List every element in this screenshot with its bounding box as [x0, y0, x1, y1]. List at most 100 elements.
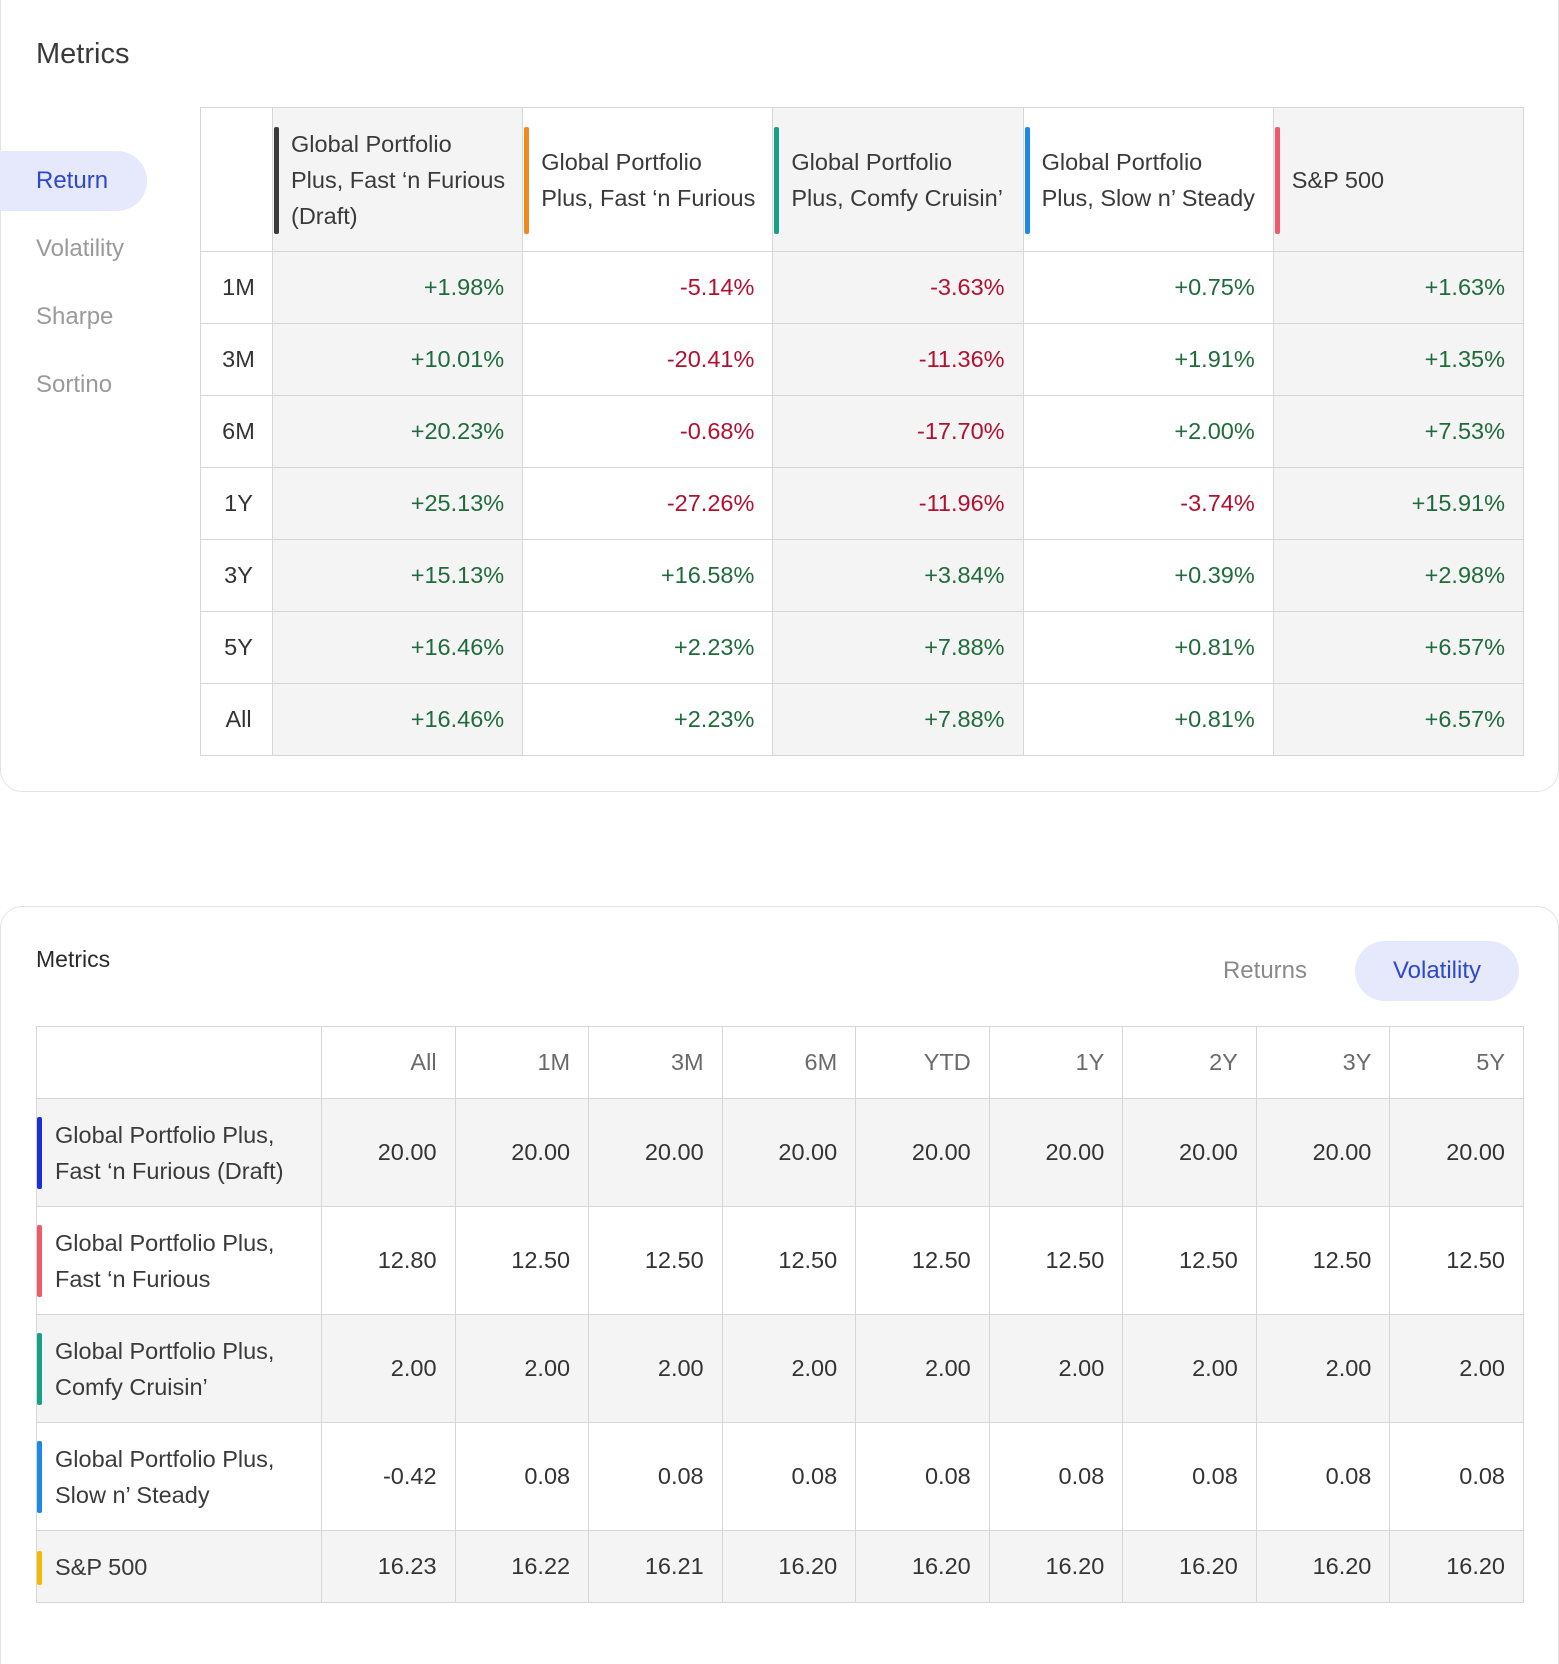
- volatility-value-cell: 0.08: [721, 1422, 857, 1531]
- returns-table: Global Portfolio Plus, Fast ‘n Furious (…: [200, 107, 1525, 756]
- volatility-value-cell: 20.00: [1389, 1098, 1524, 1207]
- volatility-value-cell: 16.20: [1255, 1530, 1391, 1603]
- return-value-cell: -11.96%: [772, 467, 1024, 540]
- volatility-value-cell: 20.00: [721, 1098, 857, 1207]
- volatility-value-cell: 16.20: [988, 1530, 1124, 1603]
- volatility-value-cell: 2.00: [454, 1314, 590, 1423]
- nav-item-sortino[interactable]: Sortino: [36, 371, 113, 398]
- row-label: 3M: [200, 323, 273, 396]
- volatility-value-cell: 16.22: [454, 1530, 590, 1603]
- column-header-label: Global Portfolio Plus, Slow n’ Steady: [1041, 148, 1255, 211]
- nav-item-sharpe[interactable]: Sharpe: [36, 303, 114, 330]
- series-color-bar: [37, 1441, 42, 1513]
- toggle-returns[interactable]: Returns: [1222, 957, 1308, 984]
- series-color-bar: [524, 127, 530, 234]
- series-color-bar: [774, 127, 780, 234]
- column-header: 1Y: [988, 1026, 1124, 1099]
- series-color-bar: [37, 1551, 42, 1585]
- column-header: 1M: [454, 1026, 590, 1099]
- volatility-value-cell: 12.80: [321, 1206, 456, 1315]
- nav-item-return[interactable]: Return: [0, 151, 147, 211]
- return-value-cell: -0.68%: [522, 395, 774, 468]
- volatility-value-cell: 20.00: [454, 1098, 590, 1207]
- row-name-line: Global Portfolio Plus,: [55, 1121, 275, 1148]
- table-row: 6M +20.23% -0.68% -17.70% +2.00% +7.53%: [200, 395, 1525, 468]
- metrics-title: Metrics: [36, 946, 111, 972]
- table-row: 1Y +25.13% -27.26% -11.96% -3.74% +15.91%: [200, 467, 1525, 540]
- volatility-value-cell: 0.08: [855, 1422, 990, 1531]
- volatility-value-cell: 12.50: [988, 1206, 1124, 1315]
- return-value-cell: +16.58%: [522, 539, 774, 612]
- series-color-bar: [1274, 127, 1280, 234]
- table-row: S&P 500 16.23 16.22 16.21 16.20 16.20 16.20 16.…: [36, 1530, 1524, 1603]
- corner-cell: [200, 107, 273, 252]
- volatility-value-cell: 12.50: [721, 1206, 857, 1315]
- row-label: 5Y: [200, 611, 273, 684]
- return-value-cell: +1.35%: [1272, 323, 1525, 396]
- volatility-value-cell: 2.00: [321, 1314, 456, 1423]
- table-row: Global Portfolio Plus, Fast ‘n Furious (D…: [36, 1098, 1524, 1207]
- return-value-cell: +0.81%: [1022, 611, 1274, 684]
- volatility-value-cell: 2.00: [988, 1314, 1124, 1423]
- table-row: Global Portfolio Plus, Slow n’ Steady -0.4…: [36, 1422, 1524, 1531]
- series-color-bar: [274, 127, 279, 234]
- column-header: 2Y: [1122, 1026, 1257, 1099]
- column-header: Global Portfolio Plus, Comfy Cruisin’: [772, 107, 1024, 252]
- table-row: 1M +1.98% -5.14% -3.63% +0.75% +1.63%: [200, 251, 1525, 324]
- row-name-cell: Global Portfolio Plus, Fast ‘n Furious: [36, 1206, 322, 1315]
- column-header: YTD: [855, 1026, 990, 1099]
- volatility-value-cell: 2.00: [1122, 1314, 1257, 1423]
- return-value-cell: +15.13%: [271, 539, 524, 612]
- series-color-bar: [37, 1333, 42, 1405]
- volatility-value-cell: 20.00: [1255, 1098, 1391, 1207]
- row-name-line: Fast ‘n Furious (Draft): [55, 1157, 284, 1184]
- return-value-cell: +2.23%: [522, 611, 774, 684]
- row-name-line: Slow n’ Steady: [55, 1481, 210, 1508]
- volatility-value-cell: 0.08: [588, 1422, 723, 1531]
- volatility-value-cell: 20.00: [855, 1098, 990, 1207]
- column-header: 3M: [588, 1026, 723, 1099]
- column-header: 5Y: [1389, 1026, 1524, 1099]
- row-name-line: Fast ‘n Furious: [55, 1265, 211, 1292]
- column-header-label: Global Portfolio Plus, Comfy Cruisin’: [791, 148, 1003, 211]
- volatility-value-cell: 20.00: [588, 1098, 723, 1207]
- volatility-value-cell: 12.50: [1389, 1206, 1524, 1315]
- volatility-value-cell: 0.08: [1389, 1422, 1524, 1531]
- volatility-value-cell: 2.00: [1389, 1314, 1524, 1423]
- return-value-cell: +6.57%: [1272, 611, 1525, 684]
- volatility-value-cell: 12.50: [1122, 1206, 1257, 1315]
- series-color-bar: [1024, 127, 1030, 234]
- volatility-value-cell: 0.08: [1122, 1422, 1257, 1531]
- column-header-label: Global Portfolio Plus, Fast ‘n Furious: [541, 148, 756, 211]
- table-row: Global Portfolio Plus, Comfy Cruisin’ 2.00…: [36, 1314, 1524, 1423]
- return-value-cell: +1.91%: [1022, 323, 1274, 396]
- row-label: 1M: [200, 251, 273, 324]
- return-value-cell: +3.84%: [772, 539, 1024, 612]
- volatility-value-cell: 16.21: [588, 1530, 723, 1603]
- volatility-value-cell: 20.00: [321, 1098, 456, 1207]
- volatility-value-cell: 12.50: [1255, 1206, 1391, 1315]
- volatility-value-cell: 12.50: [588, 1206, 723, 1315]
- return-value-cell: -27.26%: [522, 467, 774, 540]
- column-header-label: Global Portfolio Plus, Fast ‘n Furious (…: [291, 130, 506, 229]
- nav-item-volatility[interactable]: Volatility: [36, 235, 125, 262]
- volatility-value-cell: 2.00: [588, 1314, 723, 1423]
- return-value-cell: +2.23%: [522, 683, 774, 756]
- row-label: 6M: [200, 395, 273, 468]
- volatility-table: All 1M 3M 6M YTD 1Y 2Y 3Y 5Y Global Portfolio Pl…: [36, 1026, 1524, 1603]
- row-label: 3Y: [200, 539, 273, 612]
- table-row: 3Y +15.13% +16.58% +3.84% +0.39% +2.98%: [200, 539, 1525, 612]
- volatility-value-cell: 12.50: [454, 1206, 590, 1315]
- column-header: 6M: [721, 1026, 857, 1099]
- volatility-value-cell: 0.08: [454, 1422, 590, 1531]
- row-name-line: Global Portfolio Plus,: [55, 1229, 275, 1256]
- row-label: All: [200, 683, 273, 756]
- return-value-cell: +10.01%: [271, 323, 524, 396]
- volatility-value-cell: 16.20: [1389, 1530, 1524, 1603]
- return-value-cell: +2.00%: [1022, 395, 1274, 468]
- return-value-cell: +7.88%: [772, 611, 1024, 684]
- column-header: Global Portfolio Plus, Fast ‘n Furious: [522, 107, 774, 252]
- toggle-volatility[interactable]: Volatility: [1355, 941, 1519, 1001]
- column-header: All: [321, 1026, 456, 1099]
- return-value-cell: +1.63%: [1272, 251, 1525, 324]
